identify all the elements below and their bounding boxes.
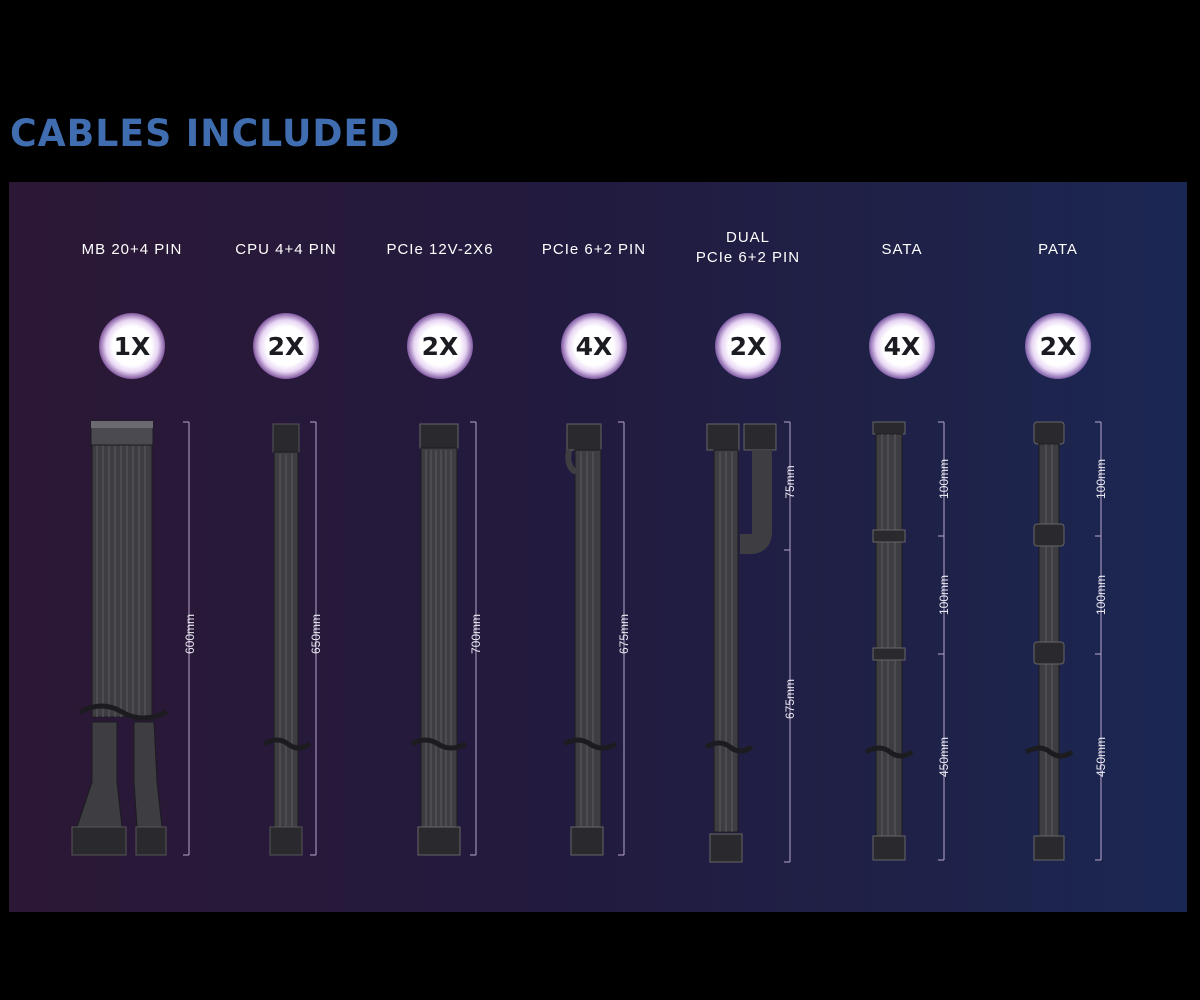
sata-connector-2 [872,529,906,543]
length-label-1: 100mm [1094,459,1108,499]
cable-break-mark [562,737,618,751]
cable-title-mb: MB 20+4 PIN [81,241,183,258]
count-badge-pata: 2X [1025,313,1091,379]
cable-break-mark [704,740,754,754]
cable-title-pcie62: PCIe 6+2 PIN [541,241,647,258]
length-label: 600mm [183,614,197,654]
length-label-1: 100mm [937,459,951,499]
count-badge-12v2x6: 2X [407,313,473,379]
dual-pcie-cable-illustration: 75mm 675mm [704,421,797,863]
cable-title-12v2x6: PCIe 12V-2X6 [386,241,494,258]
pata-connector-3 [1033,641,1065,665]
mb-4pin-connector [135,826,167,856]
cables-panel: MB 20+4 PIN 1X 600mm [9,182,1187,912]
cable-card-dual-pcie: DUAL PCIe 6+2 PIN 2X 75mm 675mm [678,182,818,912]
cpu-bottom-connector [269,826,303,856]
length-label: 675mm [617,614,631,654]
sata-cable [875,433,903,837]
sata-connector-3 [872,647,906,661]
count-badge-dual-pcie: 2X [715,313,781,379]
count-badge-sata: 4X [869,313,935,379]
cable-title-dual-pcie-line1: DUAL [725,229,770,246]
cable-card-cpu: CPU 4+4 PIN 2X 650mm [216,182,356,912]
pcie62-cable-illustration: 675mm [562,421,631,856]
cpu-cable-illustration: 650mm [262,421,323,856]
cable-break-mark [78,703,169,721]
cpu-top-connector [272,423,300,453]
dual-pcie-bottom-connector [709,833,743,863]
length-label: 650mm [309,614,323,654]
wire-lines [96,434,146,717]
cable-card-mb: MB 20+4 PIN 1X 600mm [62,182,202,912]
pata-connector-2 [1033,523,1065,547]
dual-pcie-connector-1 [706,423,740,451]
sata-connector-1 [872,421,906,435]
length-label-3: 450mm [937,737,951,777]
length-label: 700mm [469,614,483,654]
mb-top-connector-latch [91,421,153,428]
mb-cable-illustration: 600mm [71,420,197,856]
count-badge-pcie62: 4X [561,313,627,379]
cable-break-mark [864,745,914,759]
dual-pcie-connector-2 [743,423,777,451]
sata-cable-illustration: 100mm 100mm 450mm [864,421,951,861]
12v2x6-cable-illustration: 700mm [410,421,483,856]
pata-connector-1 [1033,421,1065,445]
pata-cable [1038,443,1060,837]
mb-split-left [76,721,123,828]
pcie62-cable [574,449,602,828]
cable-title-pata: PATA [1038,241,1078,258]
length-label-branch: 75mm [783,465,797,498]
length-label-3: 450mm [1094,737,1108,777]
length-label-2: 100mm [937,575,951,615]
length-label-main: 675mm [783,679,797,719]
cable-title-sata: SATA [881,241,923,258]
mb-20pin-connector [71,826,127,856]
cable-break-mark [410,737,468,751]
cable-card-12v2x6: PCIe 12V-2X6 2X 700mm [370,182,510,912]
cable-card-pcie62: PCIe 6+2 PIN 4X 675mm [524,182,664,912]
12v2x6-top-connector [419,423,459,449]
pata-psu-connector [1033,835,1065,861]
cable-break-mark [1024,745,1074,759]
12v2x6-bottom-connector [417,826,461,856]
pcie62-bottom-connector [570,826,604,856]
cable-title-cpu: CPU 4+4 PIN [235,241,337,258]
dual-pcie-branch [740,450,772,554]
sata-psu-connector [872,835,906,861]
pcie62-top-connector [566,423,602,451]
mb-split-right [133,721,163,828]
length-label-2: 100mm [1094,575,1108,615]
cable-title-dual-pcie-line2: PCIe 6+2 PIN [695,249,801,266]
cable-card-pata: PATA 2X 100mm 100mm 450mm [988,182,1128,912]
cable-bundle [91,431,153,718]
page-title: CABLES INCLUDED [10,112,401,155]
pata-cable-illustration: 100mm 100mm 450mm [1024,421,1108,861]
cable-break-mark [262,737,312,751]
count-badge-mb: 1X [99,313,165,379]
pcie62-branch [565,449,578,475]
cable-card-sata: SATA 4X 100mm 100mm 450mm [832,182,972,912]
count-badge-cpu: 2X [253,313,319,379]
